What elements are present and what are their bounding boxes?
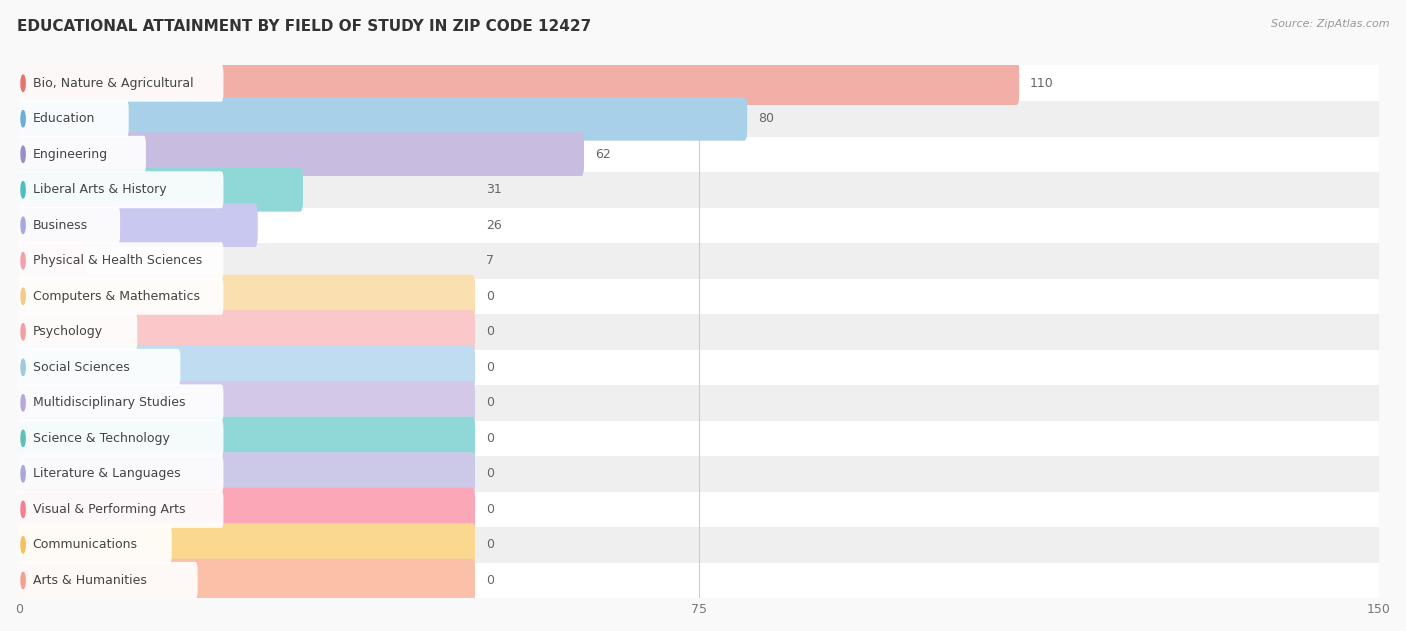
Circle shape xyxy=(21,217,25,233)
FancyBboxPatch shape xyxy=(17,310,475,353)
Circle shape xyxy=(21,501,25,517)
Text: Liberal Arts & History: Liberal Arts & History xyxy=(32,183,166,196)
Text: Psychology: Psychology xyxy=(32,326,103,338)
Bar xyxy=(20,243,1379,278)
Text: 80: 80 xyxy=(758,112,773,125)
Text: Communications: Communications xyxy=(32,538,138,551)
FancyBboxPatch shape xyxy=(15,420,224,457)
Text: 0: 0 xyxy=(486,290,494,303)
FancyBboxPatch shape xyxy=(15,562,198,599)
Bar xyxy=(20,350,1379,385)
Circle shape xyxy=(21,110,25,127)
Text: Visual & Performing Arts: Visual & Performing Arts xyxy=(32,503,186,516)
Circle shape xyxy=(21,537,25,553)
FancyBboxPatch shape xyxy=(17,346,475,389)
Text: 26: 26 xyxy=(486,219,502,232)
Circle shape xyxy=(21,572,25,589)
Bar xyxy=(20,563,1379,598)
FancyBboxPatch shape xyxy=(15,278,224,315)
FancyBboxPatch shape xyxy=(17,416,475,460)
FancyBboxPatch shape xyxy=(15,207,120,244)
Bar xyxy=(20,101,1379,136)
Bar xyxy=(20,66,1379,101)
FancyBboxPatch shape xyxy=(17,133,583,176)
Text: Multidisciplinary Studies: Multidisciplinary Studies xyxy=(32,396,186,410)
Text: 0: 0 xyxy=(486,503,494,516)
Bar xyxy=(20,208,1379,243)
FancyBboxPatch shape xyxy=(15,136,146,173)
Bar xyxy=(20,172,1379,208)
Text: 0: 0 xyxy=(486,432,494,445)
FancyBboxPatch shape xyxy=(17,62,1019,105)
FancyBboxPatch shape xyxy=(17,204,257,247)
Text: Social Sciences: Social Sciences xyxy=(32,361,129,374)
Circle shape xyxy=(21,288,25,304)
FancyBboxPatch shape xyxy=(15,526,172,563)
FancyBboxPatch shape xyxy=(17,558,475,602)
Circle shape xyxy=(21,182,25,198)
Text: 0: 0 xyxy=(486,326,494,338)
FancyBboxPatch shape xyxy=(17,274,475,318)
FancyBboxPatch shape xyxy=(15,242,224,280)
Text: 7: 7 xyxy=(486,254,494,268)
FancyBboxPatch shape xyxy=(15,314,138,350)
Text: Source: ZipAtlas.com: Source: ZipAtlas.com xyxy=(1271,19,1389,29)
Text: Arts & Humanities: Arts & Humanities xyxy=(32,574,146,587)
Bar xyxy=(20,421,1379,456)
Text: Computers & Mathematics: Computers & Mathematics xyxy=(32,290,200,303)
FancyBboxPatch shape xyxy=(17,452,475,495)
Circle shape xyxy=(21,75,25,91)
FancyBboxPatch shape xyxy=(17,97,747,141)
FancyBboxPatch shape xyxy=(17,239,86,283)
Circle shape xyxy=(21,466,25,482)
Bar xyxy=(20,136,1379,172)
FancyBboxPatch shape xyxy=(17,488,475,531)
Circle shape xyxy=(21,394,25,411)
Bar xyxy=(20,385,1379,421)
Bar xyxy=(20,492,1379,527)
Text: EDUCATIONAL ATTAINMENT BY FIELD OF STUDY IN ZIP CODE 12427: EDUCATIONAL ATTAINMENT BY FIELD OF STUDY… xyxy=(17,19,591,34)
Bar xyxy=(20,527,1379,563)
Text: 31: 31 xyxy=(486,183,502,196)
Text: Science & Technology: Science & Technology xyxy=(32,432,170,445)
Bar xyxy=(20,278,1379,314)
Text: 0: 0 xyxy=(486,538,494,551)
FancyBboxPatch shape xyxy=(15,65,224,102)
Text: 110: 110 xyxy=(1031,77,1053,90)
Text: 0: 0 xyxy=(486,361,494,374)
FancyBboxPatch shape xyxy=(15,491,224,528)
FancyBboxPatch shape xyxy=(15,100,129,137)
Text: 0: 0 xyxy=(486,468,494,480)
Bar xyxy=(20,314,1379,350)
FancyBboxPatch shape xyxy=(17,239,86,283)
FancyBboxPatch shape xyxy=(15,384,224,422)
FancyBboxPatch shape xyxy=(17,62,1019,105)
FancyBboxPatch shape xyxy=(15,349,180,386)
FancyBboxPatch shape xyxy=(15,171,224,208)
Text: 0: 0 xyxy=(486,574,494,587)
FancyBboxPatch shape xyxy=(17,204,257,247)
Text: Business: Business xyxy=(32,219,87,232)
Circle shape xyxy=(21,252,25,269)
FancyBboxPatch shape xyxy=(17,133,583,176)
Text: Engineering: Engineering xyxy=(32,148,108,161)
Circle shape xyxy=(21,430,25,447)
Text: Education: Education xyxy=(32,112,96,125)
Text: 0: 0 xyxy=(486,396,494,410)
FancyBboxPatch shape xyxy=(17,168,302,211)
FancyBboxPatch shape xyxy=(17,523,475,567)
Bar xyxy=(20,456,1379,492)
FancyBboxPatch shape xyxy=(17,168,302,211)
Text: Bio, Nature & Agricultural: Bio, Nature & Agricultural xyxy=(32,77,193,90)
Text: 62: 62 xyxy=(595,148,610,161)
FancyBboxPatch shape xyxy=(17,381,475,425)
Text: Literature & Languages: Literature & Languages xyxy=(32,468,180,480)
FancyBboxPatch shape xyxy=(15,456,224,492)
Circle shape xyxy=(21,324,25,340)
Text: Physical & Health Sciences: Physical & Health Sciences xyxy=(32,254,202,268)
Circle shape xyxy=(21,359,25,375)
FancyBboxPatch shape xyxy=(17,97,747,141)
Circle shape xyxy=(21,146,25,162)
